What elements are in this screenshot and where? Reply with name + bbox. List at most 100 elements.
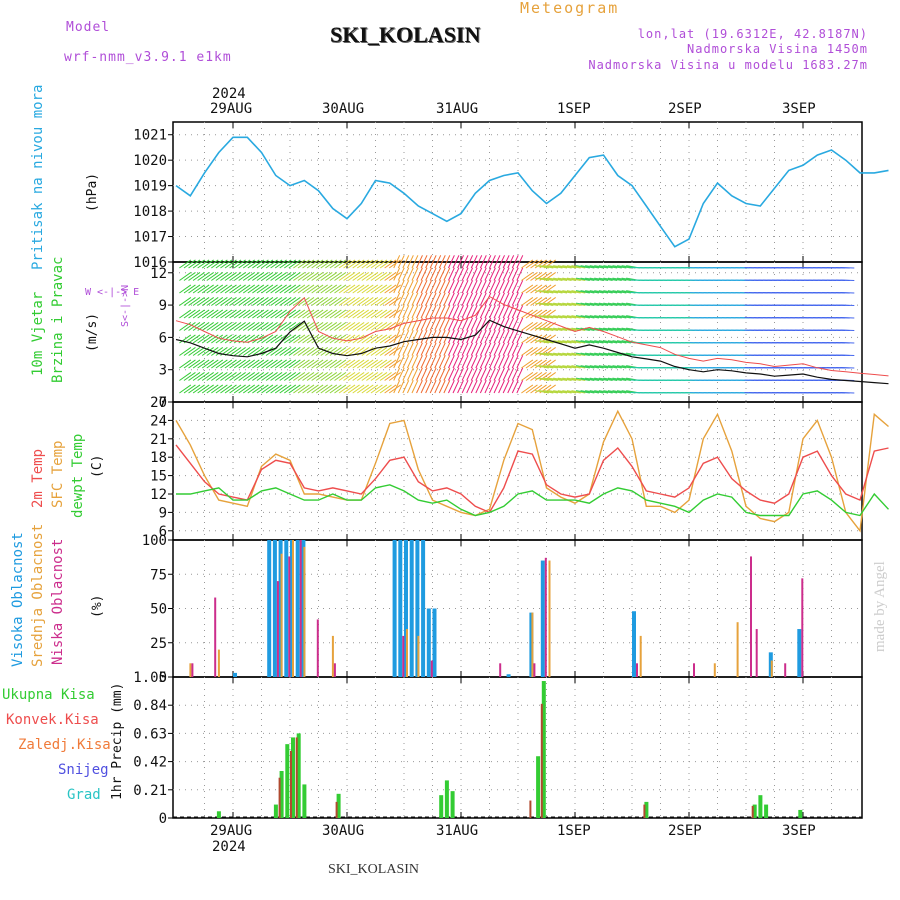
wind-barb [452, 267, 460, 281]
wind-barb [461, 292, 469, 306]
wind-barb [607, 327, 622, 331]
wind-barb [183, 322, 196, 331]
wind-barb [489, 342, 496, 356]
wind-barb [553, 265, 568, 269]
wind-barb [370, 372, 383, 381]
wind-barb [457, 355, 464, 369]
wind-barb [553, 390, 568, 394]
wind-barb [347, 347, 360, 356]
wind-barb [315, 309, 328, 319]
wind-barb [521, 384, 534, 394]
wind-barb [557, 277, 572, 281]
wind-barb [197, 259, 210, 269]
wind-barb [539, 290, 554, 294]
wind-barb [416, 380, 423, 394]
precip-convective-bar [529, 800, 532, 818]
wind-barb [393, 280, 401, 294]
wind-barb [247, 372, 260, 381]
wind-barb [274, 334, 287, 344]
wind-barb [179, 384, 192, 394]
wind-barb [201, 334, 214, 344]
wind-barb [594, 315, 609, 319]
wind-barb [183, 284, 196, 294]
wind-barb [302, 372, 315, 381]
wind-barb [211, 359, 224, 369]
wind-barb [479, 330, 487, 344]
wind-barb [420, 380, 428, 394]
wind-barb [557, 352, 572, 356]
wind-barb [270, 334, 283, 344]
wind-barb [366, 347, 379, 356]
wind-barb [616, 327, 631, 331]
wind-barb [270, 297, 283, 306]
wind-barb [475, 292, 483, 306]
wind-barb [434, 292, 442, 306]
wind-barb [470, 267, 478, 281]
cloud-low-bar [402, 635, 405, 677]
wind-barb [220, 372, 233, 381]
wind-barb [443, 355, 451, 369]
precip-tick-label: 0.21 [133, 783, 167, 799]
wind-barb [388, 259, 401, 269]
wind-barb [493, 330, 501, 344]
wind-barb [616, 302, 631, 306]
wind-barb [179, 284, 192, 294]
wind-barb [302, 309, 315, 319]
wind-barb [220, 384, 233, 394]
wind-barb [188, 259, 201, 269]
wind-barb [320, 284, 333, 294]
wind-barb [293, 322, 306, 331]
wind-barb [489, 255, 496, 269]
wind-barb [516, 380, 524, 394]
sfc-temp-line [175, 409, 889, 533]
wind-barb [452, 292, 460, 306]
wind-barb [375, 272, 388, 281]
wind-barb [247, 272, 260, 281]
top-day-label: 3SEP [782, 101, 816, 117]
precip-total-bar [273, 804, 278, 818]
wind-barb [461, 380, 469, 394]
wind-barb [562, 390, 577, 394]
precip-convective-bar [335, 801, 338, 818]
wind-barb [375, 359, 388, 369]
wind-barb [566, 365, 581, 369]
wind-barb [220, 272, 233, 281]
wind-barb [188, 309, 201, 319]
wind-barb [247, 359, 260, 369]
wind-barb [261, 359, 274, 369]
precip-convective-bar [290, 750, 292, 818]
wind-barb [347, 297, 360, 306]
bottom-day-label: 3SEP [782, 823, 816, 839]
wind-barb [534, 334, 547, 344]
top-day-label: 1SEP [557, 101, 591, 117]
wind-barb [229, 272, 242, 281]
wind-barb [539, 390, 554, 394]
wind-barb [516, 317, 524, 331]
wind-barb [539, 377, 554, 381]
wind-barb [384, 334, 397, 344]
wind-barb [375, 309, 388, 319]
wind-barb [461, 367, 469, 381]
wind-barb [384, 384, 397, 394]
wind-barb [534, 390, 549, 394]
precip-total-bar [450, 791, 455, 818]
wind-barb [284, 372, 297, 381]
wind-barb [603, 352, 618, 356]
wind-barb [393, 330, 401, 344]
wind-barb [557, 365, 572, 369]
wind-barb [434, 342, 442, 356]
wind-barb [379, 297, 392, 306]
wind-barb [461, 267, 469, 281]
wind-barb [347, 372, 360, 381]
wind-barb [425, 280, 433, 294]
wind-barb [511, 380, 519, 394]
wind-barb [384, 309, 397, 319]
wind-barb [274, 347, 287, 356]
precip-tick-label: 0.84 [133, 698, 167, 714]
cloud-low-bar [755, 629, 758, 677]
temp-tick-label: 27 [150, 395, 167, 411]
wind-barb [361, 359, 374, 369]
pressure-tick-label: 1020 [133, 153, 167, 169]
wind-barb [443, 380, 451, 394]
wind-barb [585, 377, 600, 381]
